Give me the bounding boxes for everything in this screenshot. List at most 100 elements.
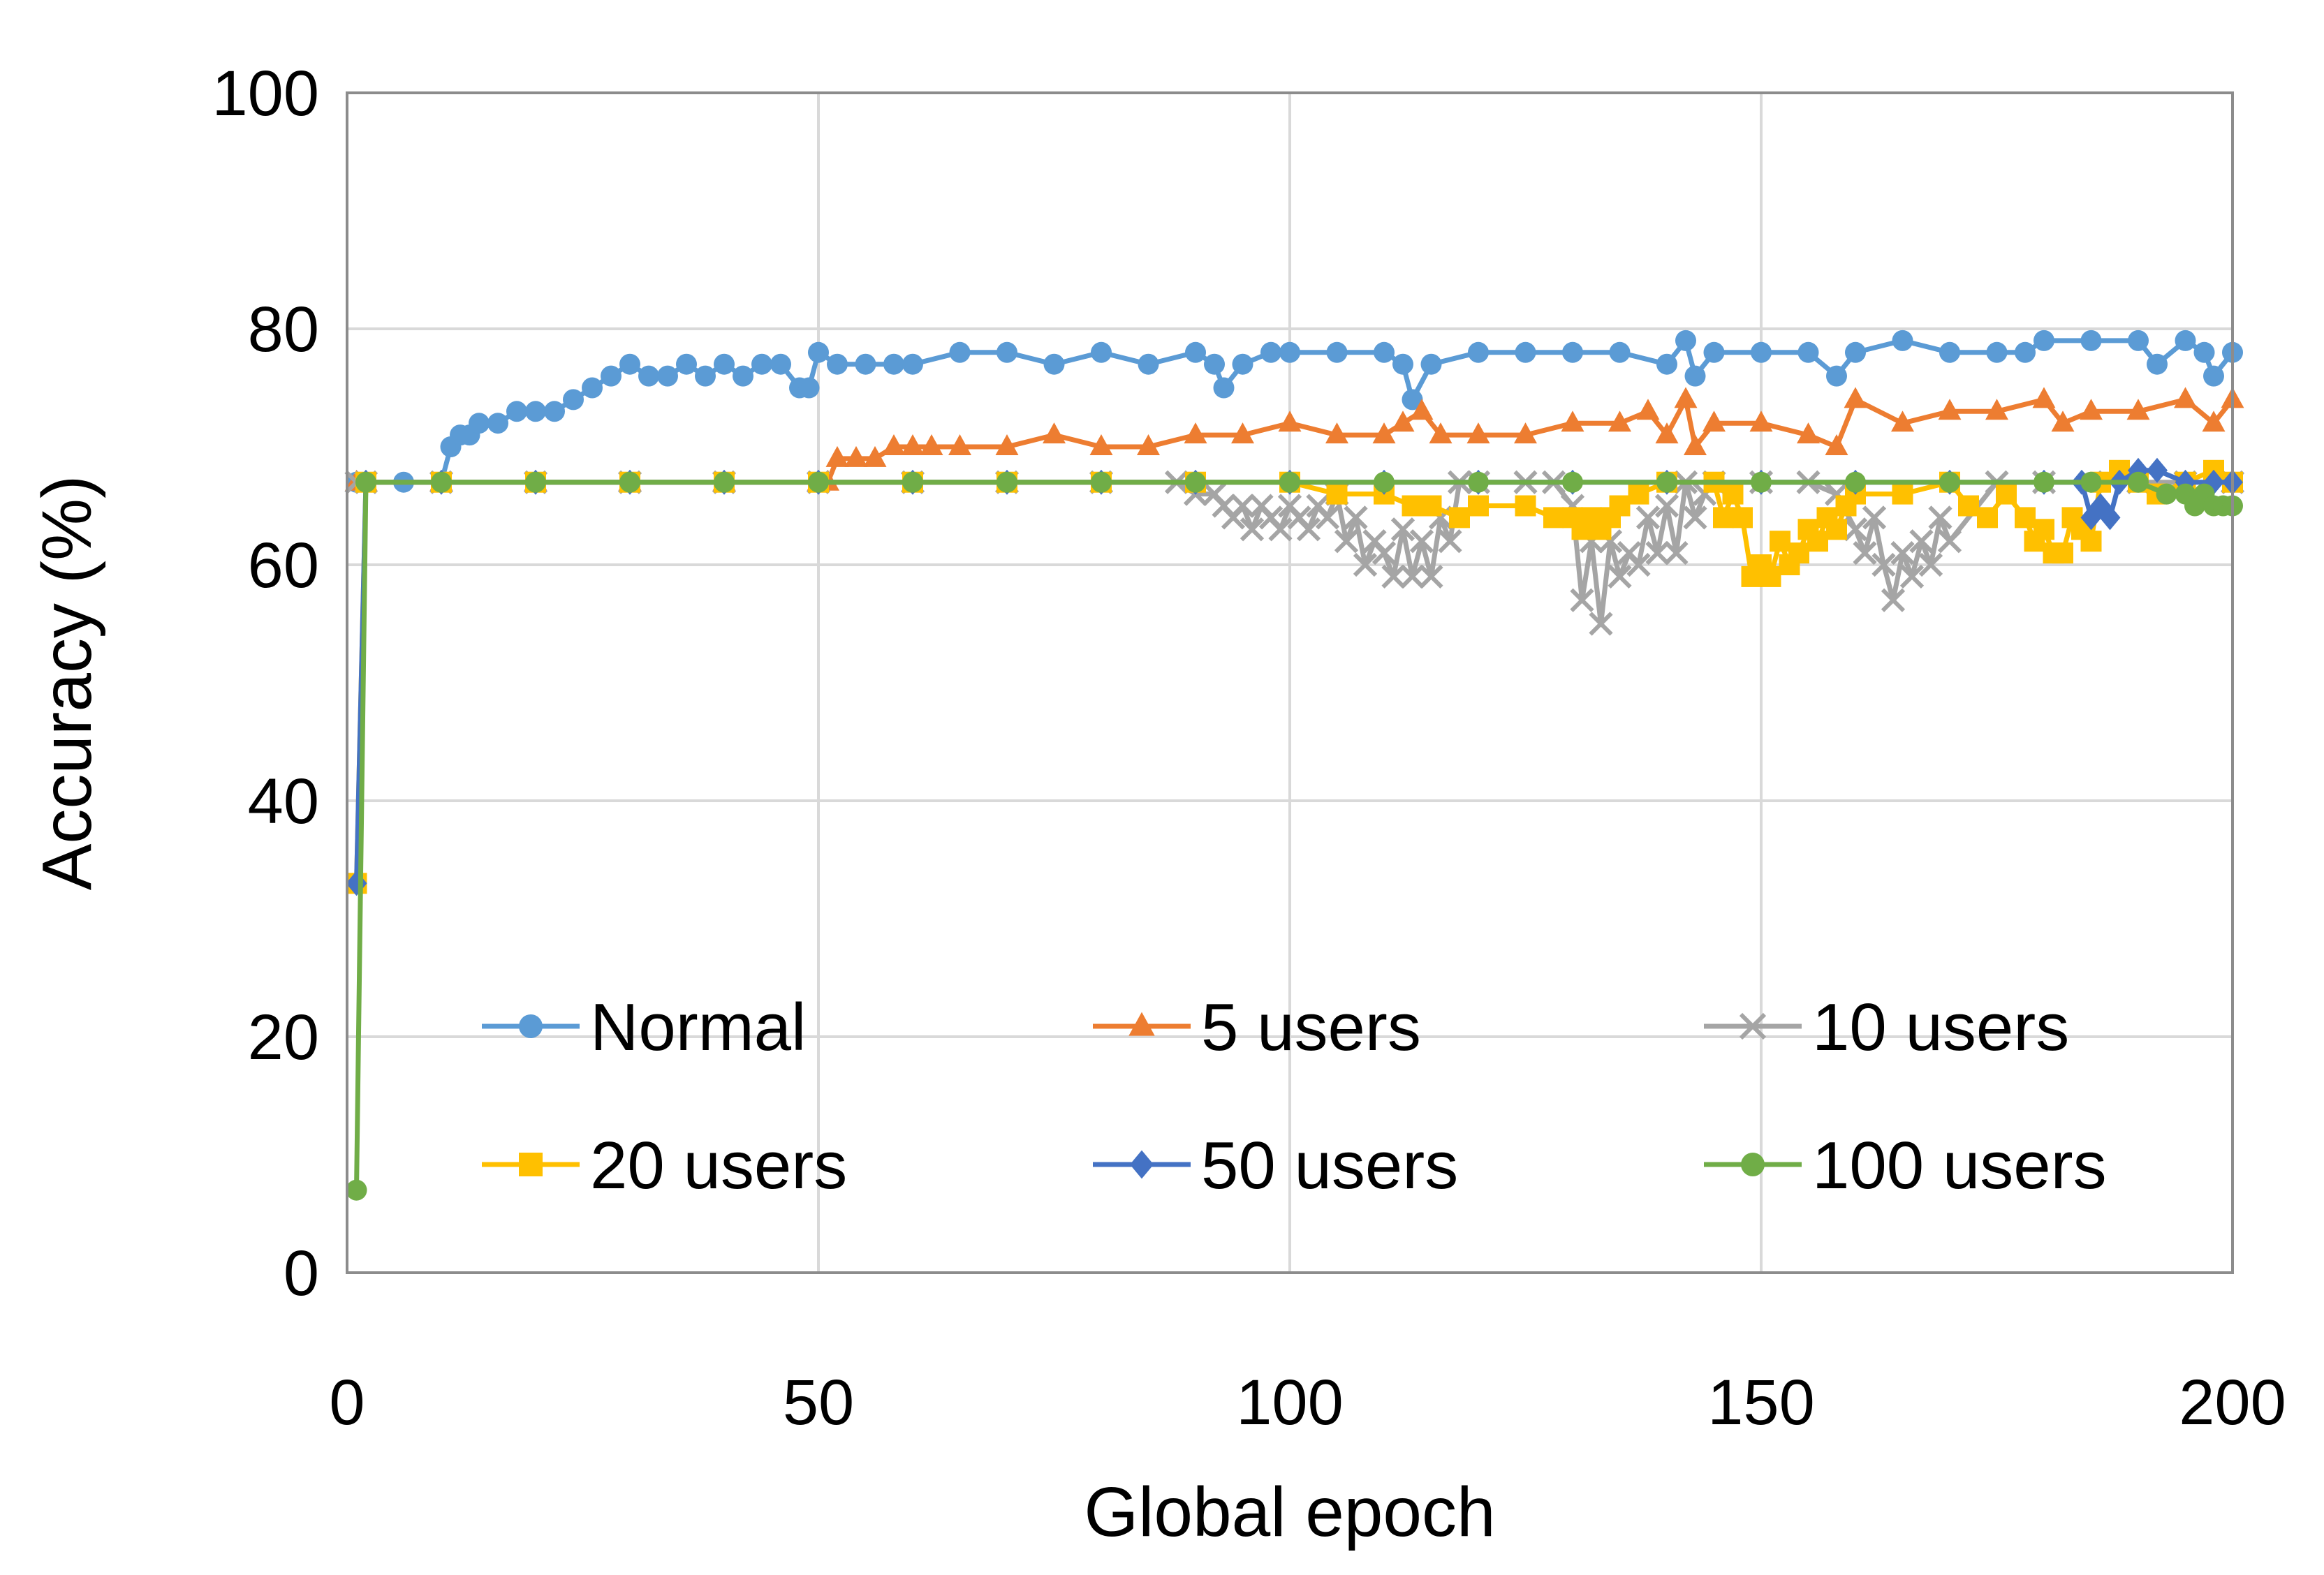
data-point (1420, 353, 1442, 375)
data-point (2174, 387, 2197, 408)
data-point (902, 471, 923, 493)
data-point (1185, 341, 1206, 363)
legend-marker (1741, 1153, 1765, 1176)
data-point (544, 401, 565, 422)
data-point (1636, 399, 1660, 420)
data-point (355, 471, 376, 493)
data-point (1185, 471, 1206, 493)
legend-marker (519, 1014, 543, 1038)
data-point (1891, 411, 1914, 432)
data-point (1937, 529, 1962, 554)
data-point (1315, 505, 1340, 530)
data-point (1137, 434, 1160, 455)
data-point (1683, 505, 1707, 530)
legend: Normal 5 users 10 users 20 users 50 users 100… (482, 990, 2107, 1203)
data-point (525, 471, 546, 493)
data-point (2175, 330, 2196, 351)
data-point (1628, 483, 1649, 505)
data-point (1826, 365, 1847, 387)
data-point (827, 353, 848, 375)
data-point (1899, 564, 1925, 589)
data-point (1844, 387, 1867, 408)
data-point (1562, 341, 1583, 363)
y-tick-label: 20 (248, 1002, 319, 1073)
data-point (619, 353, 640, 375)
data-point (902, 353, 923, 375)
data-point (1371, 540, 1397, 565)
legend-item-20-users: 20 users (482, 1128, 847, 1203)
data-point (2015, 341, 2036, 363)
data-point (695, 365, 716, 387)
series-100-users (346, 471, 2243, 1201)
data-point (1675, 330, 1696, 351)
data-point (2156, 483, 2177, 505)
data-point (1654, 494, 1679, 518)
data-point (1562, 471, 1583, 493)
data-point (995, 434, 1019, 455)
data-point (2202, 411, 2226, 432)
data-point (1043, 422, 1066, 444)
data-point (1986, 341, 2008, 363)
data-point (1353, 552, 1378, 577)
data-point (2034, 519, 2054, 540)
data-point (825, 445, 849, 467)
data-point (1684, 434, 1707, 455)
data-point (901, 434, 925, 455)
x-tick-label: 0 (329, 1367, 365, 1438)
data-point (1797, 422, 1820, 444)
legend-item-100-users: 100 users (1704, 1128, 2107, 1203)
data-point (1392, 353, 1413, 375)
data-point (1635, 505, 1661, 530)
data-point (2034, 330, 2054, 351)
data-point (1468, 471, 1489, 493)
data-point (1468, 495, 1489, 517)
data-point (2099, 505, 2121, 531)
data-point (1381, 564, 1406, 589)
data-point (1853, 540, 1877, 565)
data-point (1344, 505, 1368, 530)
data-point (1807, 531, 1828, 552)
data-point (1260, 341, 1281, 363)
data-point (808, 341, 829, 363)
data-point (1374, 341, 1395, 363)
x-tick-label: 150 (1707, 1367, 1815, 1438)
data-point (2128, 330, 2149, 351)
data-point (1626, 552, 1651, 577)
data-point (2051, 411, 2075, 432)
data-point (2034, 471, 2054, 493)
data-point (1609, 495, 1631, 517)
data-point (1325, 422, 1348, 444)
data-point (1760, 565, 1781, 587)
data-point (1515, 341, 1536, 363)
data-point (487, 413, 508, 434)
x-tick-label: 100 (1236, 1367, 1344, 1438)
y-tick-label: 0 (284, 1238, 319, 1309)
data-point (601, 365, 622, 387)
data-point (1939, 471, 1960, 493)
data-point (1958, 495, 1979, 517)
data-point (883, 353, 904, 375)
data-point (1928, 505, 1952, 530)
data-point (844, 445, 868, 467)
data-point (751, 353, 772, 375)
data-point (2052, 542, 2073, 564)
data-point (1645, 540, 1670, 565)
y-tick-label: 100 (212, 58, 320, 129)
data-point (431, 471, 452, 493)
x-tick-label: 50 (783, 1367, 854, 1438)
data-point (346, 1179, 367, 1201)
data-point (1438, 529, 1462, 554)
data-point (1240, 517, 1265, 542)
data-point (1232, 353, 1253, 375)
legend-label: 20 users (590, 1128, 847, 1203)
data-point (619, 471, 640, 493)
data-point (1674, 387, 1698, 408)
data-point (1514, 422, 1537, 444)
data-point (1845, 471, 1866, 493)
data-point (714, 353, 735, 375)
data-point (1703, 341, 1725, 363)
gridlines (346, 91, 2234, 1274)
data-point (2080, 399, 2103, 420)
data-point (1466, 422, 1490, 444)
